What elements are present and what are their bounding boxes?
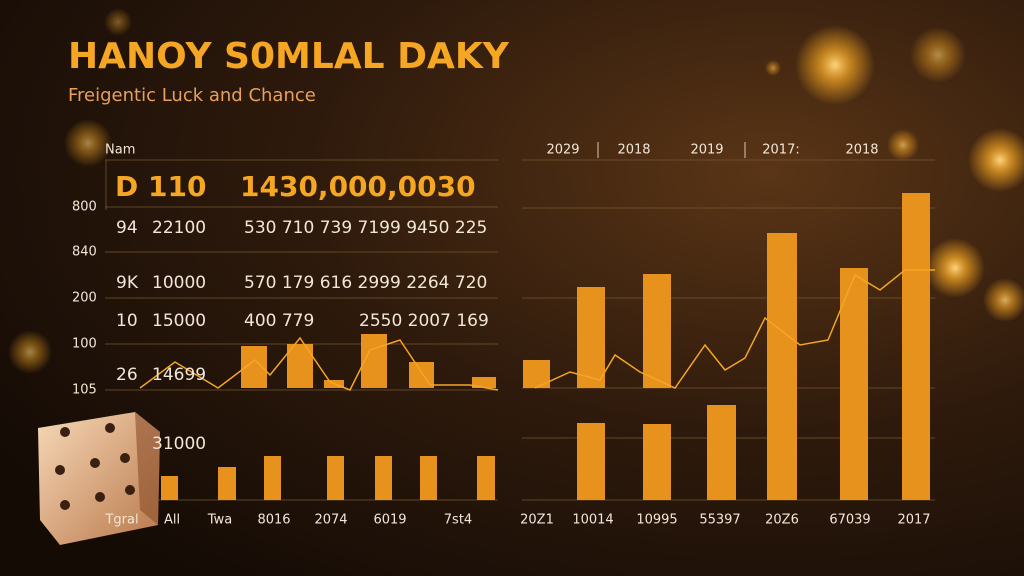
cell: 570 179 616 2999 2264 720 [244, 273, 487, 293]
cell: 530 710 739 7199 9450 225 [244, 218, 487, 238]
axis-label: 800 [72, 200, 97, 215]
bokeh [8, 8, 1024, 374]
right-bars [523, 193, 935, 500]
x-label: 2074 [314, 513, 347, 528]
x-label: 10014 [572, 513, 613, 528]
cell: 10000 [152, 273, 206, 293]
cell: 26 [116, 365, 138, 385]
x-label: 8016 [257, 513, 290, 528]
left-bars [139, 334, 499, 500]
x-label: 55397 [699, 513, 740, 528]
x-label: 20Z6 [765, 513, 799, 528]
cell: 31000 [152, 434, 206, 454]
table: Nam D 110 1430,000,0030 94 22100 530 710… [105, 143, 489, 455]
cell: 15000 [152, 311, 206, 331]
right-header: 2029 2018 2019 2017: 2018 [546, 142, 879, 158]
x-label: 2017 [897, 513, 930, 528]
dice [38, 412, 160, 545]
left-labels: Tgral All Twa 8016 2074 6019 7st4 [104, 513, 472, 528]
highlight-cell: 1430,000,0030 [240, 170, 476, 203]
x-label: All [164, 513, 180, 528]
cell: 22100 [152, 218, 206, 238]
cell: 14699 [152, 365, 206, 385]
cell: 2550 2007 169 [359, 311, 489, 331]
year-label: 2019 [690, 143, 723, 158]
axis-label: 100 [72, 337, 97, 352]
cell: 10 [116, 311, 138, 331]
subtitle: Freigentic Luck and Chance [68, 85, 316, 106]
x-label: Tgral [104, 513, 138, 528]
x-label: 7st4 [444, 513, 472, 528]
title: HANOY S0MLAL DAKY [68, 36, 510, 77]
x-label: 67039 [829, 513, 870, 528]
axis-label: 840 [72, 245, 97, 260]
cell: 400 779 [244, 311, 314, 331]
x-label: 10995 [636, 513, 677, 528]
cell: 94 [116, 218, 138, 238]
year-label: 2018 [617, 143, 650, 158]
column-label: Nam [105, 143, 135, 158]
axis-label: 105 [72, 383, 97, 398]
year-label: 2029 [546, 143, 579, 158]
right-labels: 20Z1 10014 10995 55397 20Z6 67039 2017 [520, 513, 930, 528]
x-label: Twa [207, 513, 232, 528]
axis-label: 200 [72, 291, 97, 306]
year-label: 2018 [845, 143, 878, 158]
year-label: 2017: [762, 143, 799, 158]
left-axis: 800 840 200 100 105 [72, 200, 97, 398]
x-label: 6019 [373, 513, 406, 528]
x-label: 20Z1 [520, 513, 554, 528]
cell: 9K [116, 273, 139, 293]
highlight-cell: D 110 [115, 170, 206, 203]
